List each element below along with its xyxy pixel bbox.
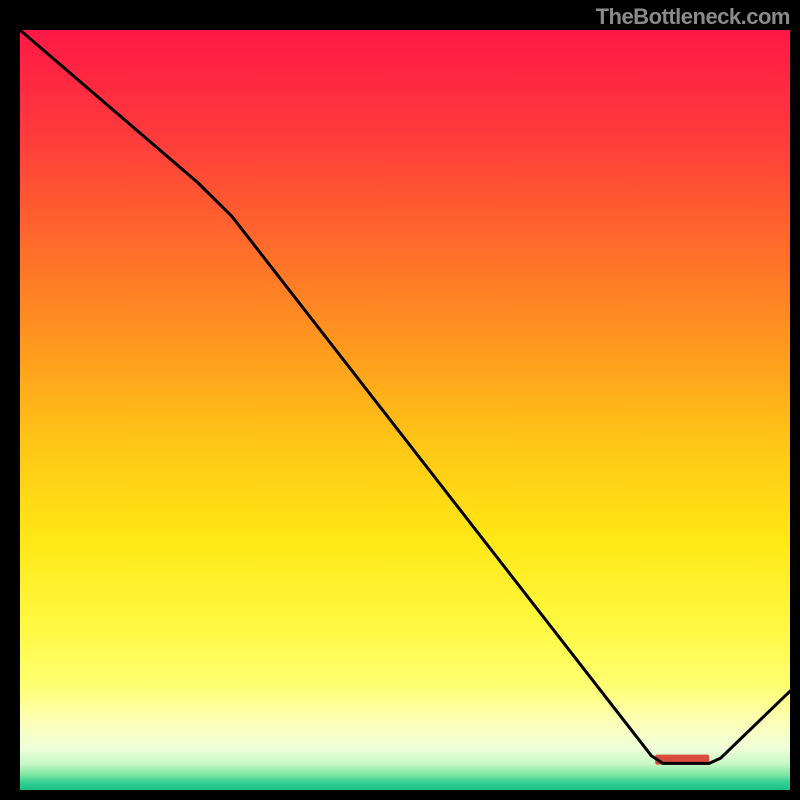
chart-container: TheBottleneck.com (0, 0, 800, 800)
plot-background (20, 30, 790, 790)
watermark-text: TheBottleneck.com (596, 4, 790, 30)
bottleneck-chart (0, 0, 800, 800)
